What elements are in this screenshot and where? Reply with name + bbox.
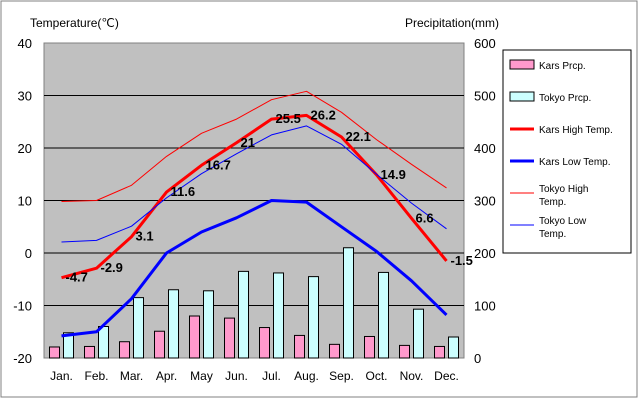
kars-precipitation-bar [119,341,130,359]
right-tick-label: 200 [474,246,496,261]
legend-tokyo-low-label: Tokyo Low Temp. [539,216,587,240]
month-label: Dec. [434,369,459,383]
legend-tokyo-high-label: Tokyo High Temp. [539,184,588,208]
month-label: Aug. [294,369,319,383]
kars-precipitation-bar [434,345,445,359]
right-axis-title: Precipitation(mm) [405,16,499,30]
tokyo-precipitation-bar [98,326,109,359]
data-label: 16.7 [206,157,231,172]
data-label: 6.6 [416,210,434,225]
data-label: 11.6 [171,184,196,199]
kars-precipitation-bar [329,343,340,359]
tokyo-precipitation-bar [133,297,144,359]
left-tick-label: 10 [18,194,32,209]
legend-kars-prcp-label: Kars Prcp. [539,61,586,72]
tokyo-precipitation-bar [63,332,74,359]
left-axis-title: Temperature(℃) [30,16,119,30]
data-label: 21 [241,135,255,150]
kars-precipitation-bar [49,346,60,359]
left-tick-label: 40 [18,36,32,51]
left-tick-label: -10 [13,299,32,314]
left-tick-label: 0 [25,246,32,261]
kars-precipitation-bar [154,330,165,359]
legend: Kars Prcp. Tokyo Prcp. Kars High Temp. Kars… [509,59,613,240]
left-axis-ticks: -20 -10 0 10 20 30 40 [13,36,32,366]
legend-kars-low-label: Kars Low Temp. [539,157,611,168]
kars-precipitation-bar [189,315,200,359]
month-label: Mar. [120,369,143,383]
data-label: 25.5 [276,111,301,126]
legend-tokyo-prcp-label: Tokyo Prcp. [539,93,591,104]
data-label: 26.2 [311,107,336,122]
right-tick-label: 400 [474,141,496,156]
kars-high-line [61,113,448,280]
tokyo-low-line [61,125,447,243]
kars-precipitation-bar [364,335,375,359]
right-tick-label: 600 [474,36,496,51]
kars-precipitation-bar [399,344,410,359]
legend-tokyo-prcp-swatch [509,91,535,102]
month-label: Apr. [156,369,177,383]
tokyo-precipitation-bar [238,270,249,359]
kars-low-line [61,199,448,338]
month-label: Nov. [400,369,424,383]
right-tick-label: 300 [474,194,496,209]
right-tick-label: 0 [474,351,481,366]
tokyo-precipitation-bar [378,271,389,359]
left-tick-label: 30 [18,89,32,104]
right-tick-label: 100 [474,299,496,314]
data-label: -2.9 [101,260,123,275]
month-labels: Jan. Feb. Mar. Apr. May Jun. Jul. Aug. Sep. Oct. N… [50,369,459,383]
legend-kars-high-label: Kars High Temp. [539,125,613,136]
right-axis-ticks: 0 100 200 300 400 500 600 [474,36,496,366]
precipitation-bars [49,247,459,359]
data-label: 22.1 [346,129,371,144]
data-label: -4.7 [66,270,88,285]
data-label: 3.1 [136,229,154,244]
tokyo-precipitation-bar [413,308,424,359]
legend-box [502,49,632,254]
month-label: Sep. [329,369,354,383]
month-label: Jun. [225,369,248,383]
tokyo-precipitation-bar [273,272,284,359]
kars-high-data-labels: -4.7 -2.9 3.1 11.6 16.7 21 25.5 26.2 22.1 14.9 6.6… [66,107,473,284]
tokyo-precipitation-bar [448,336,459,359]
kars-precipitation-bar [84,345,95,359]
month-label: Jul. [262,369,281,383]
kars-precipitation-bar [294,334,305,359]
right-tick-label: 500 [474,89,496,104]
data-label: -1.5 [451,253,473,268]
tokyo-precipitation-bar [308,276,319,359]
left-tick-label: -20 [13,351,32,366]
left-tick-label: 20 [18,141,32,156]
data-label: 14.9 [381,167,406,182]
legend-kars-prcp-swatch [509,59,535,70]
month-label: Jan. [50,369,73,383]
month-label: May [190,369,213,383]
tokyo-precipitation-bar [343,247,354,359]
tokyo-high-line [61,90,447,202]
temperature-lines [61,90,448,338]
month-label: Oct. [365,369,387,383]
month-label: Feb. [84,369,108,383]
tokyo-precipitation-bar [168,289,179,359]
kars-precipitation-bar [224,317,235,359]
kars-precipitation-bar [259,327,270,359]
tokyo-precipitation-bar [203,290,214,359]
